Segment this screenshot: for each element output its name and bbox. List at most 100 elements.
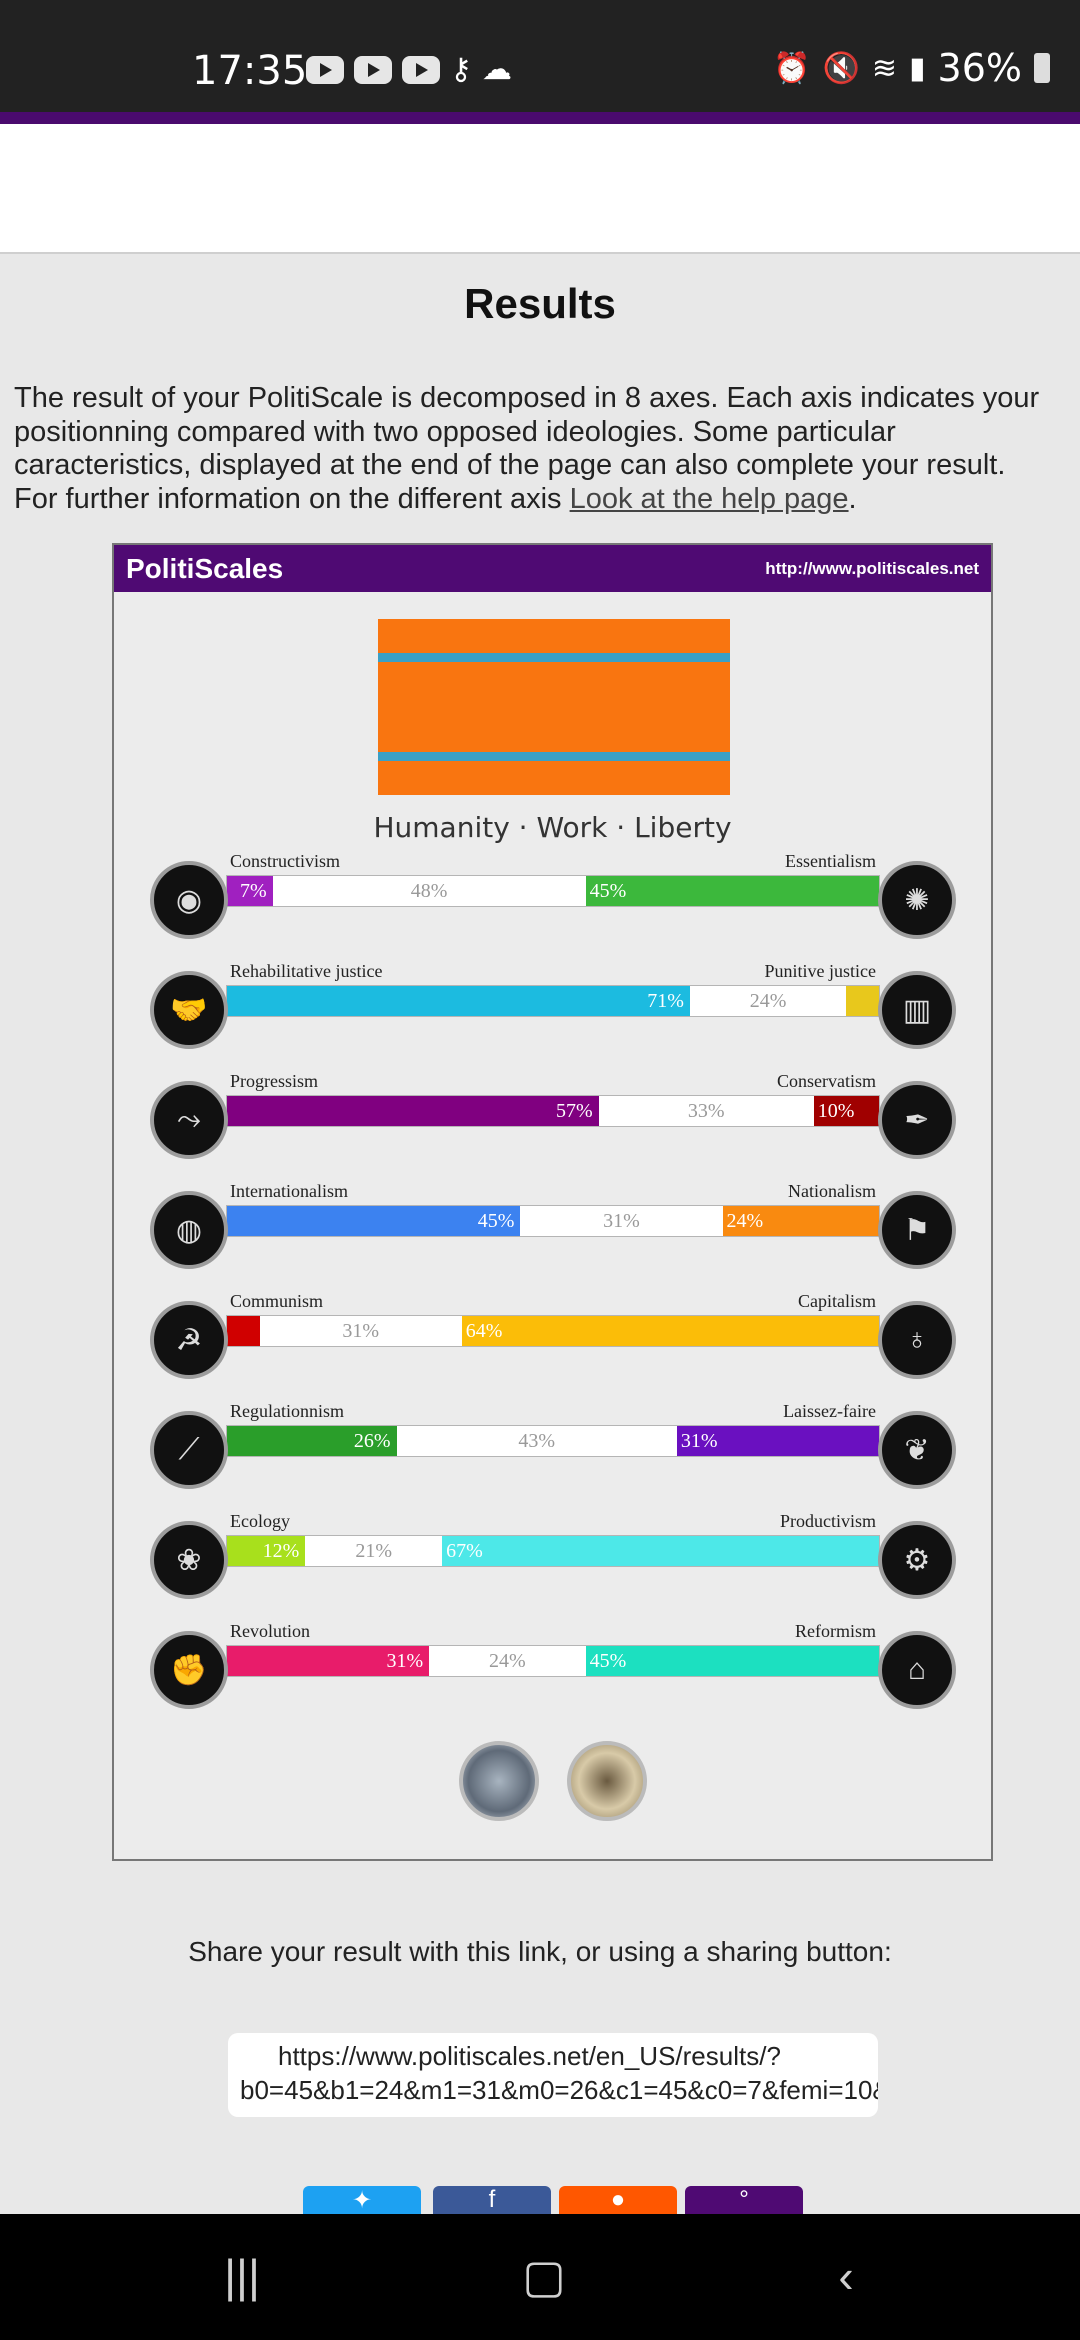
axis-bar: 71% 24% bbox=[226, 985, 880, 1017]
share-link-line: b0=45&b1=24&m1=31&m0=26&c1=45&c0=7&femi=… bbox=[240, 2075, 878, 2105]
page-title: Results bbox=[464, 280, 616, 327]
youtube-icon bbox=[306, 55, 344, 84]
axis-row: 26% 43% 31% Regulationnism Laissez-faire ⟋ ❦ bbox=[150, 1401, 956, 1491]
axis-right-segment bbox=[846, 986, 879, 1016]
axis-left-label: Communism bbox=[230, 1291, 324, 1311]
axis-center-segment: 31% bbox=[520, 1206, 723, 1236]
axis-left-segment: 7% bbox=[227, 876, 273, 906]
status-time: 17:35 bbox=[192, 48, 308, 94]
axis-right-segment: 24% bbox=[722, 1206, 879, 1236]
butterfly-icon: ❦ bbox=[878, 1411, 956, 1489]
axis-row: 45% 31% 24% Internationalism Nationalism ◍ ⚑ bbox=[150, 1181, 956, 1271]
axis-left-label: Internationalism bbox=[230, 1181, 348, 1201]
hammer-sickle-icon: ☭ bbox=[150, 1301, 228, 1379]
battery-icon bbox=[1034, 53, 1050, 83]
axis-center-segment: 31% bbox=[259, 1316, 462, 1346]
youtube-icon bbox=[354, 55, 392, 84]
battery-text: 36% bbox=[937, 46, 1022, 90]
globe-icon: ◍ bbox=[150, 1191, 228, 1269]
axis-left-label: Revolution bbox=[230, 1621, 310, 1641]
twitter-share-button[interactable]: ✦ bbox=[303, 2186, 421, 2216]
axis-left-label: Progressism bbox=[230, 1071, 319, 1091]
ballot-icon: ⌂ bbox=[878, 1631, 956, 1709]
status-bar: 17:35 ⚷ ☁ ⏰ 🔇 ≋ ▮ 36% bbox=[0, 0, 1080, 112]
axis-left-segment: 71% bbox=[227, 986, 690, 1016]
reddit-icon: ● bbox=[610, 2186, 626, 2213]
quill-icon: ✒ bbox=[878, 1081, 956, 1159]
axis-bar: 26% 43% 31% bbox=[226, 1425, 880, 1457]
alarm-icon: ⏰ bbox=[773, 50, 811, 86]
link-share-button[interactable]: ° bbox=[685, 2186, 803, 2216]
ruler-icon: ⟋ bbox=[150, 1411, 228, 1489]
axis-right-label: Reformism bbox=[795, 1621, 876, 1641]
axis-right-label: Productivism bbox=[779, 1511, 876, 1531]
money-bag-icon: ♁ bbox=[878, 1301, 956, 1379]
system-nav-bar: ||| ▢ ‹ bbox=[0, 2214, 1080, 2340]
intro-paragraph: The result of your PolitiScale is decomp… bbox=[14, 382, 1080, 516]
dna-icon: ✺ bbox=[878, 861, 956, 939]
axis-right-segment: 64% bbox=[461, 1316, 879, 1346]
facebook-icon: f bbox=[488, 2186, 496, 2213]
axis-right-segment: 45% bbox=[585, 876, 879, 906]
mute-icon: 🔇 bbox=[822, 50, 860, 86]
site-menu-bar bbox=[0, 112, 1080, 124]
reddit-share-button[interactable]: ● bbox=[559, 2186, 677, 2216]
brain-icon: ◉ bbox=[150, 861, 228, 939]
characteristic-badge-1-icon bbox=[458, 1741, 539, 1821]
axis-row: 31% 64% Communism Capitalism ☭ ♁ bbox=[150, 1291, 956, 1381]
tree-icon: ❀ bbox=[150, 1521, 228, 1599]
axis-left-label: Regulationnism bbox=[230, 1401, 344, 1421]
axis-right-segment: 10% bbox=[813, 1096, 879, 1126]
share-link-field[interactable]: https://www.politiscales.net/en_US/resul… bbox=[228, 2033, 878, 2117]
intro-line: For further information on the different… bbox=[14, 482, 857, 515]
axis-row: 12% 21% 67% Ecology Productivism ❀ ⚙ bbox=[150, 1511, 956, 1601]
signal-icon: ▮ bbox=[909, 50, 926, 86]
axis-row: 71% 24% Rehabilitative justice Punitive jus… bbox=[150, 961, 956, 1051]
link-icon: ° bbox=[739, 2186, 749, 2213]
share-link-line: https://www.politiscales.net/en_US/resul… bbox=[278, 2041, 781, 2071]
axis-center-segment: 24% bbox=[689, 986, 847, 1016]
results-card: PolitiScales http://www.politiscales.net… bbox=[112, 543, 993, 1861]
back-icon[interactable]: ‹ bbox=[838, 2250, 854, 2302]
axis-left-segment bbox=[227, 1316, 260, 1346]
axis-center-segment: 43% bbox=[396, 1426, 677, 1456]
axis-row: 57% 33% 10% Progressism Conservatism ⤳ ✒ bbox=[150, 1071, 956, 1161]
axis-left-label: Ecology bbox=[230, 1511, 290, 1531]
factory-icon: ⚙ bbox=[878, 1521, 956, 1599]
axis-left-segment: 45% bbox=[227, 1206, 521, 1236]
help-page-link[interactable]: Look at the help page bbox=[569, 482, 849, 515]
axis-left-label: Constructivism bbox=[230, 851, 341, 871]
facebook-share-button[interactable]: f bbox=[433, 2186, 551, 2216]
axis-center-segment: 33% bbox=[598, 1096, 814, 1126]
axis-bar: 57% 33% 10% bbox=[226, 1095, 880, 1127]
axis-right-label: Laissez-faire bbox=[783, 1401, 876, 1421]
twitter-icon: ✦ bbox=[351, 2187, 373, 2214]
axis-row: 31% 24% 45% Revolution Reformism ✊ ⌂ bbox=[150, 1621, 956, 1711]
axis-left-segment: 31% bbox=[227, 1646, 430, 1676]
axis-bar: 31% 24% 45% bbox=[226, 1645, 880, 1677]
intro-line: The result of your PolitiScale is decomp… bbox=[14, 382, 1040, 414]
notification-icons: ⚷ ☁ bbox=[306, 52, 512, 87]
youtube-icon bbox=[402, 55, 440, 84]
characteristic-badges bbox=[114, 1741, 991, 1821]
result-flag bbox=[378, 619, 730, 795]
card-url: http://www.politiscales.net bbox=[765, 558, 979, 578]
axis-left-segment: 12% bbox=[227, 1536, 306, 1566]
card-header: PolitiScales http://www.politiscales.net bbox=[114, 545, 991, 592]
axis-center-segment: 48% bbox=[272, 876, 586, 906]
cloud-icon: ☁ bbox=[481, 53, 512, 86]
axis-bar: 31% 64% bbox=[226, 1315, 880, 1347]
axis-right-label: Essentialism bbox=[785, 851, 876, 871]
header-banner bbox=[0, 124, 1080, 254]
axis-row: 7% 48% 45% Constructivism Essentialism ◉ ✺ bbox=[150, 851, 956, 941]
flag-icon: ⚑ bbox=[878, 1191, 956, 1269]
intro-line: caracteristics, displayed at the end of … bbox=[14, 449, 1006, 481]
axis-left-segment: 26% bbox=[227, 1426, 397, 1456]
system-status-icons: ⏰ 🔇 ≋ ▮ 36% bbox=[773, 46, 1050, 90]
home-icon[interactable]: ▢ bbox=[522, 2250, 566, 2302]
axis-left-label: Rehabilitative justice bbox=[230, 961, 383, 981]
prison-bars-icon: ▥ bbox=[878, 971, 956, 1049]
recent-apps-icon[interactable]: ||| bbox=[224, 2250, 260, 2302]
axis-right-label: Nationalism bbox=[788, 1181, 876, 1201]
axis-right-segment: 67% bbox=[442, 1536, 879, 1566]
